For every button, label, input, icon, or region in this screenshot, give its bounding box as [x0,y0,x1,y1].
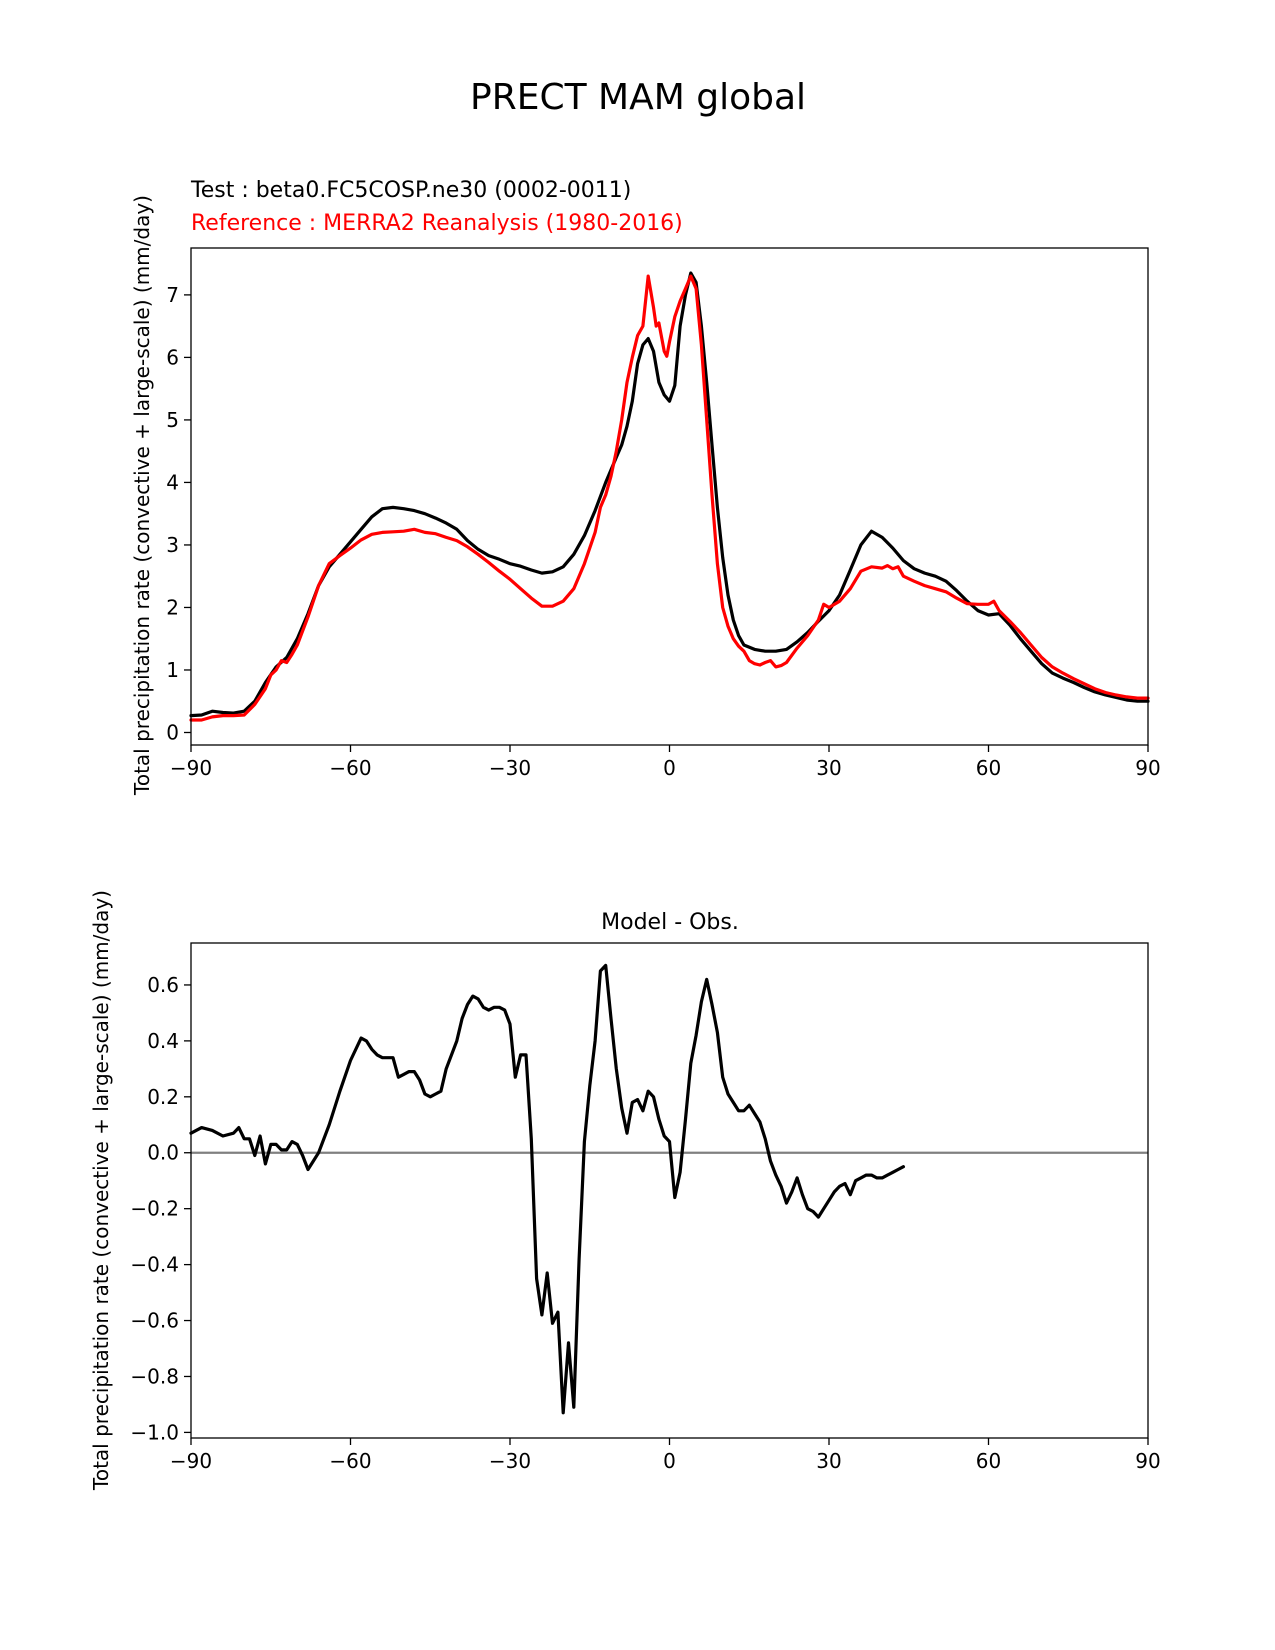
bottom-y-tick-label: 0.6 [147,973,179,997]
bottom-x-tick-label: 60 [976,1449,1001,1473]
bottom-y-tick-label: −0.8 [130,1364,179,1388]
top-y-tick-label: 5 [166,408,179,432]
top-x-tick-label: 60 [976,756,1001,780]
bottom-x-tick-label: 90 [1135,1449,1160,1473]
top-y-tick-label: 4 [166,470,179,494]
bottom-y-tick-label: −0.2 [130,1197,179,1221]
legend-test-label: Test : beta0.FC5COSP.ne30 (0002-0011) [190,178,631,203]
top-y-tick-label: 7 [166,283,179,307]
bottom-series-line-0 [189,963,905,1415]
top-y-axis-label: Total precipitation rate (convective + l… [130,195,154,796]
top-y-tick-label: 6 [166,345,179,369]
bottom-x-tick-label: −60 [329,1449,371,1473]
bottom-x-tick-label: 30 [816,1449,841,1473]
top-x-tick-label: 0 [663,756,676,780]
top-axes-frame [190,247,1149,746]
top-ticks-group: −90 −60 −30 0 30 60 90 0 1 2 3 4 5 6 7 [166,283,1160,780]
top-x-tick-label: −60 [329,756,371,780]
bottom-x-tick-label: −90 [170,1449,212,1473]
top-y-tick-label: 0 [166,720,179,744]
top-y-tick-label: 3 [166,533,179,557]
bottom-y-axis-label: Total precipitation rate (convective + l… [89,890,113,1491]
top-series-line-0 [189,271,1150,718]
top-x-tick-label: −90 [170,756,212,780]
top-series-line-1 [189,274,1150,722]
top-y-tick-label: 1 [166,658,179,682]
bottom-y-tick-label: −0.6 [130,1309,179,1333]
bottom-ticks-group: −90 −60 −30 0 30 60 90 −1.0 −0.8 −0.6 −0.4 −0.2 0.0 0… [130,973,1160,1473]
bottom-series-group [189,963,1148,1415]
figure-title: PRECT MAM global [470,77,806,118]
bottom-x-tick-label: 0 [663,1449,676,1473]
bottom-axes-frame [190,942,1149,1439]
top-y-tick-label: 2 [166,595,179,619]
bottom-y-tick-label: −1.0 [130,1420,179,1444]
legend-reference-label: Reference : MERRA2 Reanalysis (1980-2016… [191,211,683,236]
bottom-panel: Model - Obs. Total precipitation rate (c… [89,890,1161,1491]
bottom-y-tick-label: −0.4 [130,1253,179,1277]
bottom-panel-title: Model - Obs. [601,910,739,935]
top-x-tick-label: 90 [1135,756,1160,780]
bottom-y-tick-label: 0.4 [147,1029,179,1053]
bottom-x-tick-label: −30 [489,1449,531,1473]
top-x-tick-label: 30 [816,756,841,780]
bottom-y-tick-label: 0.0 [147,1141,179,1165]
top-panel: Test : beta0.FC5COSP.ne30 (0002-0011) Re… [130,178,1161,796]
bottom-y-tick-label: 0.2 [147,1085,179,1109]
top-series-group [189,271,1150,722]
top-x-tick-label: −30 [489,756,531,780]
